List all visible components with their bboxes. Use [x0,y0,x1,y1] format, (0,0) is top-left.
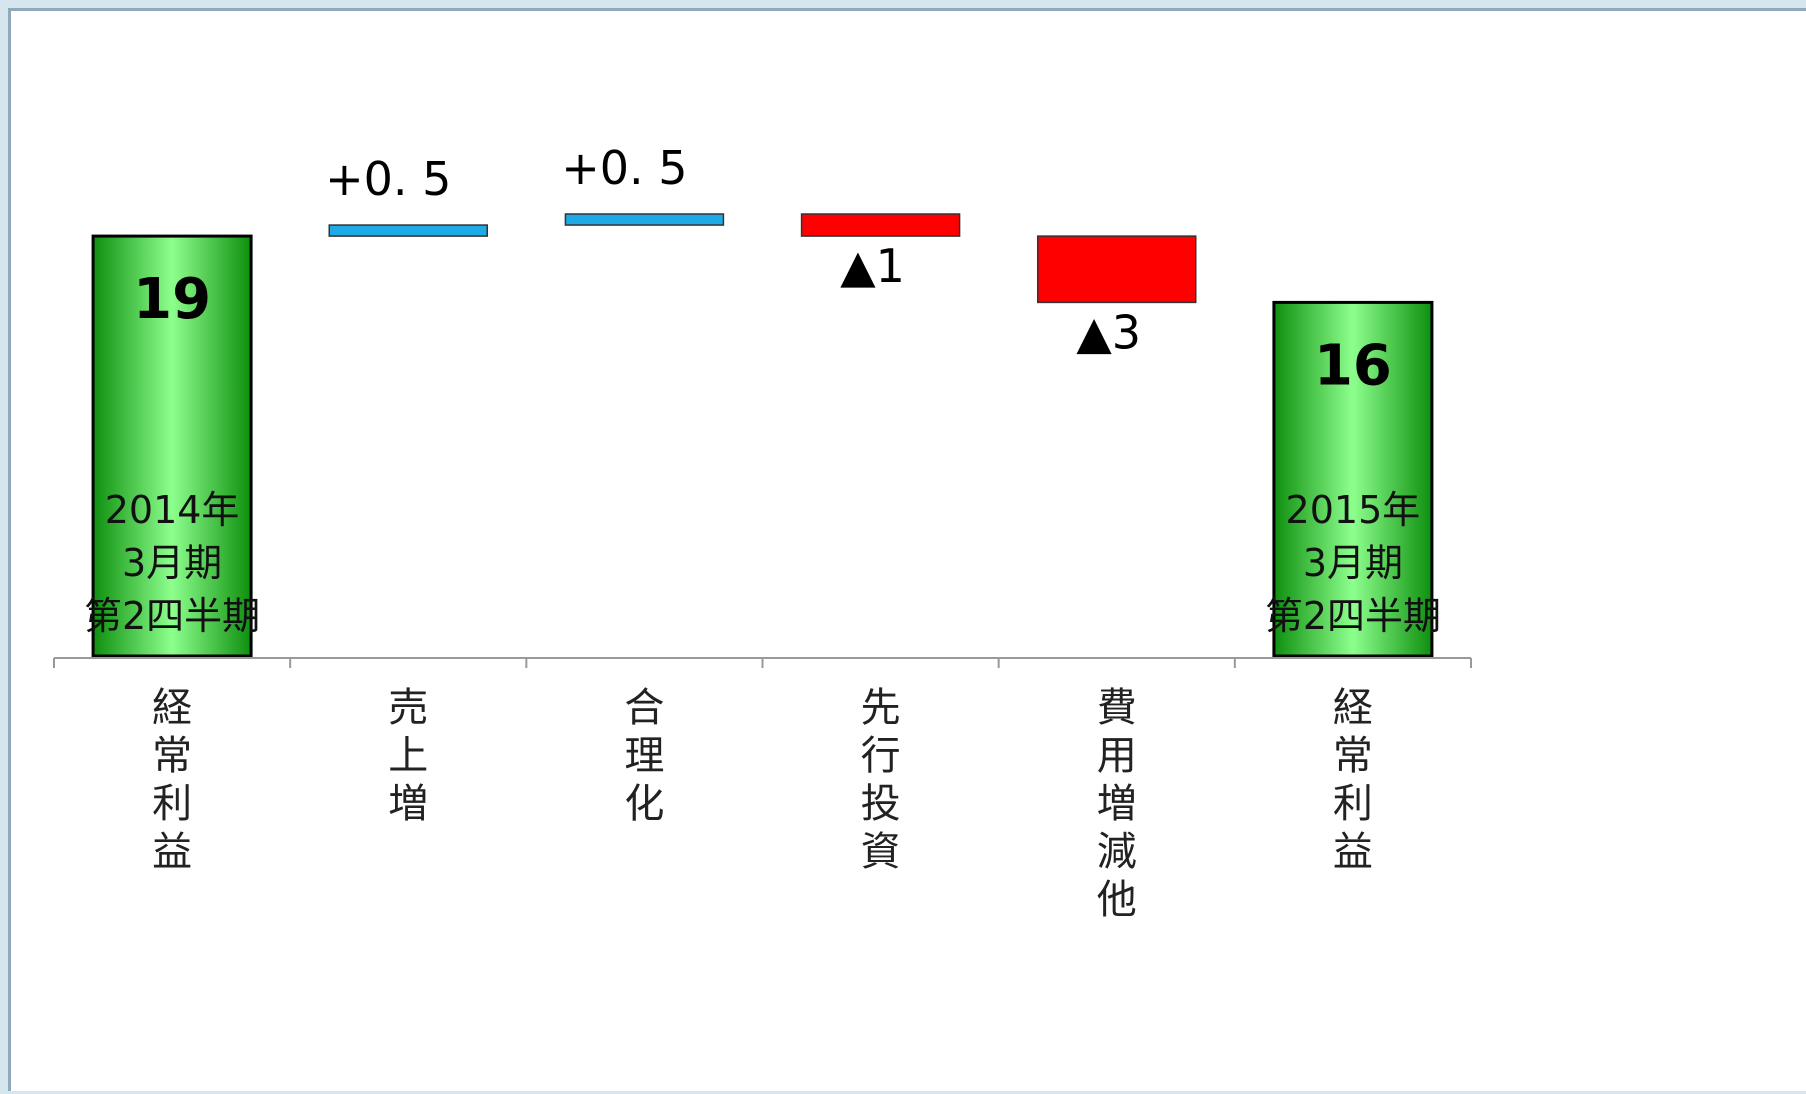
decrease-bar [800,213,961,237]
category-label-char: 化 [624,781,664,827]
category-label-char: 費 [1097,685,1137,731]
period-label-line: 3月期 [122,541,222,585]
total-value-label: 19 [133,267,211,332]
period-label-line: 2015年 [1286,488,1421,532]
category-label-char: 上 [388,733,428,779]
category-label: 売上増 [388,685,428,827]
chart-frame: 19 2014年 3月期 第2四半期経常利益 +0. 5 売上増 +0. 5 合理化 ▲1 先行投… [8,8,1806,1091]
increase-value-label: +0. 5 [561,141,687,195]
category-label-char: 増 [388,781,428,827]
increase-value-label: +0. 5 [325,152,451,206]
category-label-char: 常 [152,733,192,779]
total-bar [1272,300,1434,658]
category-label: 合理化 [624,685,664,827]
category-label-char: 利 [1333,781,1373,827]
category-label-char: 理 [624,733,664,779]
category-label-char: 経 [1333,685,1373,731]
category-label-char: 用 [1097,733,1137,779]
period-label-line: 2014年 [105,488,240,532]
decrease-value-label: ▲1 [840,239,905,293]
total-value-label: 16 [1314,333,1392,398]
category-label-char: 増 [1097,781,1137,827]
decrease-value-label: ▲3 [1076,305,1141,359]
category-label-char: 売 [388,685,428,731]
increase-bar [564,213,725,226]
category-label-char: 利 [152,781,192,827]
category-label-char: 常 [1333,733,1373,779]
category-label-char: 益 [1333,829,1373,875]
category-label-char: 経 [152,685,192,731]
period-label-line: 3月期 [1303,541,1403,585]
category-label-char: 合 [624,685,664,731]
category-label-char: 他 [1097,877,1137,923]
period-label-line: 第2四半期 [1265,594,1441,638]
category-label-char: 行 [861,733,901,779]
increase-bar [328,224,488,237]
category-label-char: 益 [152,829,192,875]
decrease-bar [1037,235,1197,304]
period-label-line: 第2四半期 [84,594,260,638]
category-label-char: 資 [861,829,901,875]
category-label-char: 投 [861,781,901,827]
total-bar [91,234,253,658]
category-label-char: 先 [861,685,901,731]
category-label-char: 減 [1097,829,1137,875]
